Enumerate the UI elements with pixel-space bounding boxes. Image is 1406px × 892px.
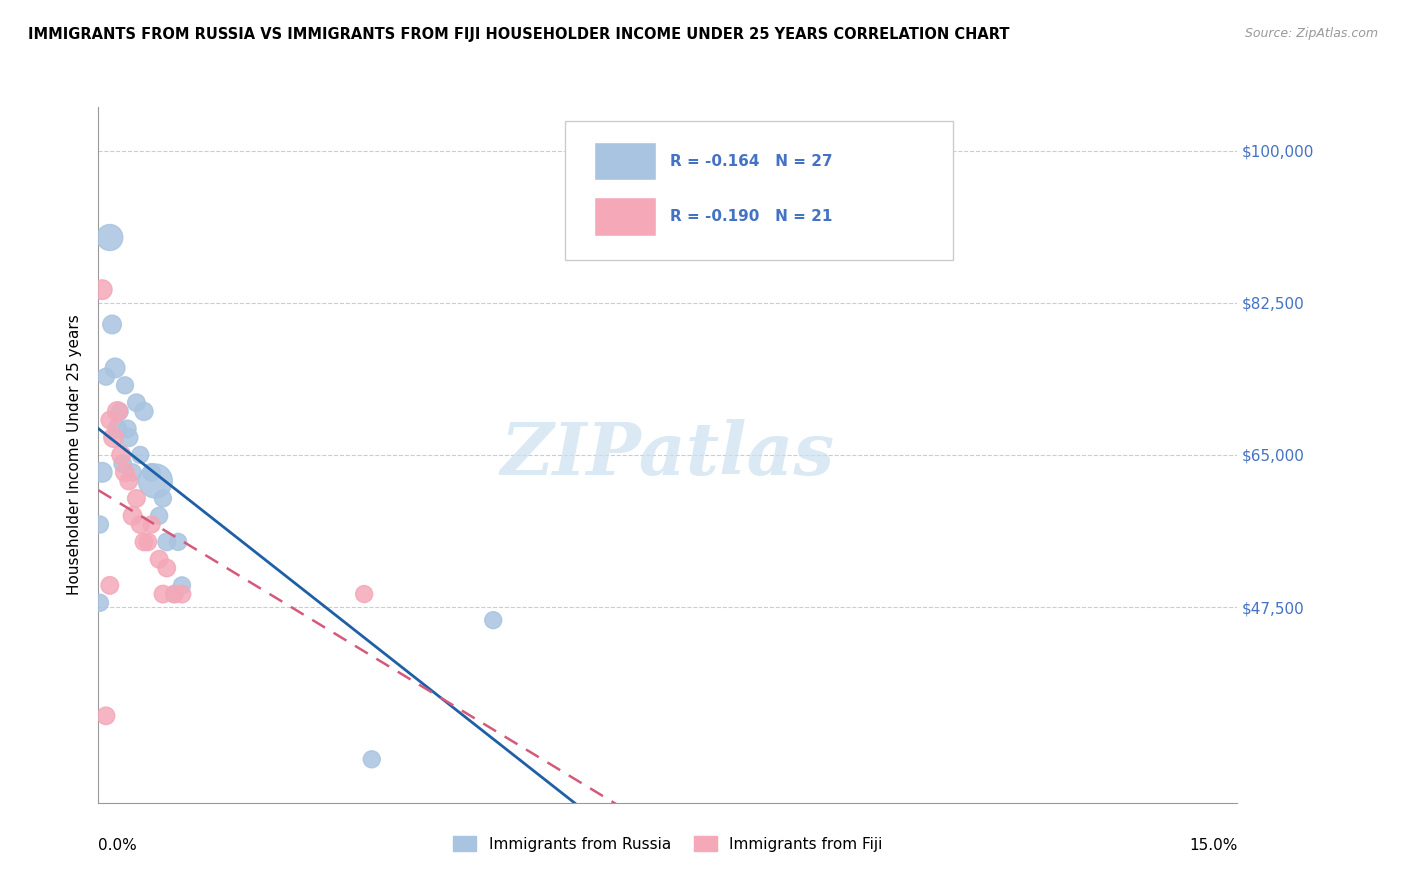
Text: 0.0%: 0.0% <box>98 838 138 853</box>
Point <box>170 578 193 592</box>
Point <box>91 466 114 480</box>
FancyBboxPatch shape <box>565 121 953 260</box>
Point <box>117 422 139 436</box>
Y-axis label: Householder Income Under 25 years: Householder Income Under 25 years <box>67 315 83 595</box>
Point <box>111 457 134 471</box>
Point <box>156 534 179 549</box>
Point <box>94 708 117 723</box>
Point <box>141 466 163 480</box>
Point <box>152 587 174 601</box>
Point <box>98 578 121 592</box>
Point <box>152 491 174 506</box>
Point <box>136 534 159 549</box>
Point <box>94 369 117 384</box>
Point <box>132 534 155 549</box>
Point <box>132 404 155 418</box>
Point <box>125 396 148 410</box>
Bar <box>593 142 657 180</box>
Point <box>89 517 111 532</box>
Point <box>129 517 152 532</box>
Point <box>118 431 141 445</box>
Point <box>145 474 167 488</box>
Legend: Immigrants from Russia, Immigrants from Fiji: Immigrants from Russia, Immigrants from … <box>447 830 889 858</box>
Point <box>163 587 186 601</box>
Point <box>360 752 382 766</box>
Point <box>129 448 152 462</box>
Text: R = -0.190   N = 21: R = -0.190 N = 21 <box>671 210 832 225</box>
Point <box>148 508 170 523</box>
Point <box>91 283 114 297</box>
Point <box>98 230 121 244</box>
Point <box>170 587 193 601</box>
Point <box>98 413 121 427</box>
Point <box>107 404 129 418</box>
Point <box>141 517 163 532</box>
Point <box>148 552 170 566</box>
Point <box>167 534 190 549</box>
Point <box>482 613 505 627</box>
Point <box>108 404 131 418</box>
Point <box>110 448 132 462</box>
Bar <box>593 197 657 235</box>
Point <box>163 587 186 601</box>
Text: Source: ZipAtlas.com: Source: ZipAtlas.com <box>1244 27 1378 40</box>
Point <box>107 422 129 436</box>
Point <box>104 361 127 376</box>
Point <box>353 587 375 601</box>
Text: 15.0%: 15.0% <box>1189 838 1237 853</box>
Point <box>121 508 143 523</box>
Point <box>156 561 179 575</box>
Point <box>125 491 148 506</box>
Point <box>101 318 124 332</box>
Point <box>103 431 125 445</box>
Point <box>114 378 136 392</box>
Point <box>89 596 111 610</box>
Text: IMMIGRANTS FROM RUSSIA VS IMMIGRANTS FROM FIJI HOUSEHOLDER INCOME UNDER 25 YEARS: IMMIGRANTS FROM RUSSIA VS IMMIGRANTS FRO… <box>28 27 1010 42</box>
Text: ZIPatlas: ZIPatlas <box>501 419 835 491</box>
Point <box>118 474 141 488</box>
Text: R = -0.164   N = 27: R = -0.164 N = 27 <box>671 153 832 169</box>
Point <box>121 466 143 480</box>
Point <box>114 466 136 480</box>
